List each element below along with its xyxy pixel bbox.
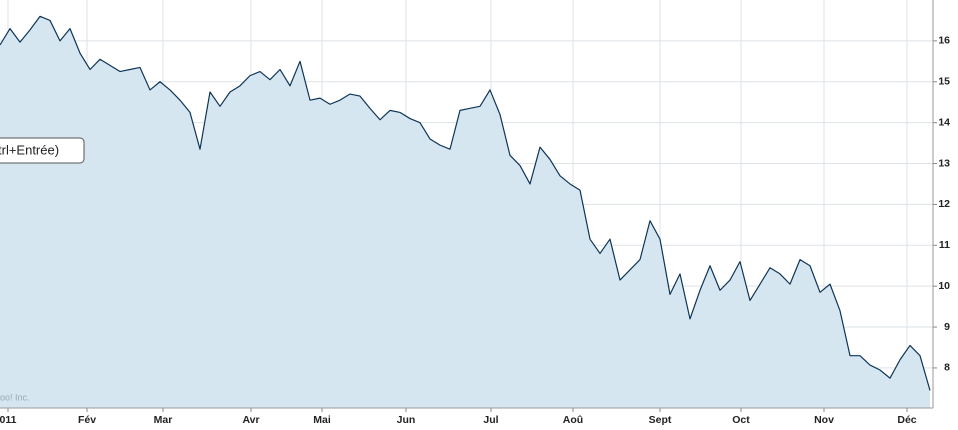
- y-tick-label: 10: [938, 280, 950, 292]
- y-tick-label: 16: [938, 35, 950, 47]
- watermark: oo! Inc.: [0, 392, 30, 402]
- area-fill: [0, 16, 930, 409]
- y-tick-label: 9: [944, 321, 950, 333]
- tooltip-text: trl+Entrée): [0, 142, 59, 157]
- x-tick-label: Fév: [78, 414, 96, 426]
- x-tick-label: Aoû: [563, 414, 583, 426]
- tooltip-box: [0, 137, 85, 164]
- y-tick-label: 11: [939, 239, 950, 251]
- x-tick-label: Jun: [397, 414, 416, 426]
- x-tick-label: Nov: [814, 414, 834, 426]
- x-tick-label: 011: [0, 414, 17, 426]
- x-tick-label: Oct: [732, 414, 750, 426]
- x-tick-label: Déc: [897, 414, 916, 426]
- y-tick-label: 12: [938, 198, 950, 210]
- x-tick-label: Mar: [154, 414, 173, 426]
- y-tick-label: 8: [944, 362, 950, 374]
- y-tick-label: 13: [938, 157, 950, 169]
- x-tick-label: Avr: [242, 414, 259, 426]
- x-tick-label: Mai: [313, 414, 331, 426]
- price-line: [0, 15, 931, 391]
- x-tick-label: Jul: [483, 414, 498, 426]
- y-tick-label: 14: [938, 116, 950, 128]
- x-tick-label: Sept: [649, 414, 672, 426]
- y-tick-label: 15: [938, 76, 950, 88]
